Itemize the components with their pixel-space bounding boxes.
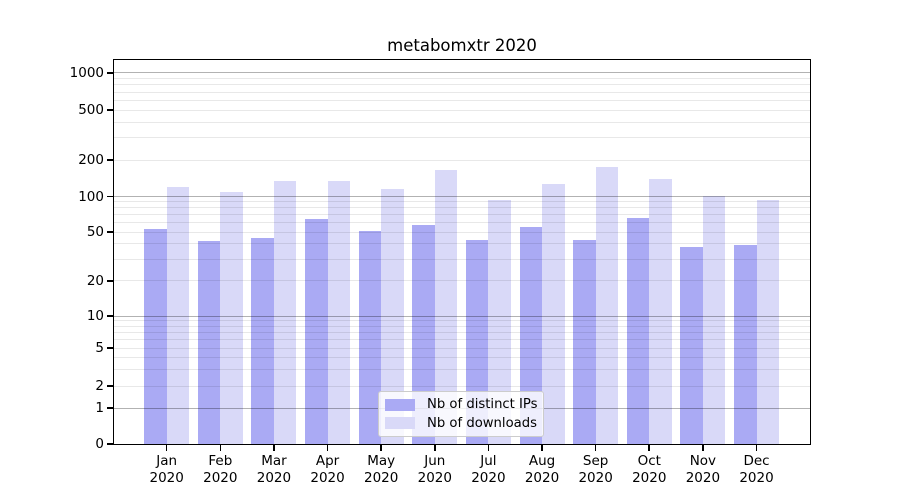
bar-nb-of-downloads-jan (166, 186, 190, 444)
y-tick-mark-5 (107, 347, 113, 349)
y-tick-mark-2 (107, 385, 113, 387)
x-tick-label-aug: Aug 2020 (524, 453, 560, 486)
y-tick-label-200: 200 (78, 152, 104, 168)
y-tick-label-100: 100 (78, 188, 104, 205)
y-tick-mark-200 (107, 159, 113, 161)
legend-item-distinct-ips: Nb of distinct IPs (385, 397, 538, 413)
x-tick-mark-nov (702, 445, 704, 451)
y-tick-mark-10 (107, 315, 113, 317)
y-tick-label-500: 500 (78, 102, 104, 118)
bar-nb-of-downloads-apr (327, 180, 351, 444)
x-tick-mark-oct (648, 445, 651, 451)
x-tick-label-feb: Feb 2020 (203, 453, 238, 486)
bar-nb-of-distinct-ips-aug (519, 227, 543, 444)
bar-nb-of-distinct-ips-may (358, 231, 382, 444)
x-tick-label-may: May 2020 (363, 453, 399, 486)
x-tick-mark-jun (434, 445, 436, 451)
x-tick-label-jul: Jul 2020 (471, 453, 506, 486)
x-tick-label-nov: Nov 2020 (685, 453, 721, 486)
y-tick-mark-1 (107, 407, 113, 409)
y-tick-label-0: 0 (95, 436, 104, 452)
y-tick-mark-20 (107, 280, 113, 282)
y-tick-mark-0 (107, 443, 113, 445)
x-tick-label-jan: Jan 2020 (149, 453, 184, 486)
bar-nb-of-downloads-aug (542, 184, 565, 444)
bar-nb-of-downloads-sep (595, 166, 619, 444)
chart-title: metabomxtr 2020 (387, 36, 537, 55)
bar-nb-of-distinct-ips-jan (144, 229, 167, 444)
x-tick-mark-may (380, 445, 382, 451)
x-tick-mark-jul (487, 445, 490, 451)
bar-nb-of-downloads-jul (488, 200, 511, 444)
legend-swatch-downloads (385, 417, 415, 430)
bar-nb-of-downloads-mar (273, 181, 297, 444)
plot-area (113, 59, 811, 445)
bar-nb-of-downloads-dec (756, 200, 780, 444)
x-tick-mark-jan (165, 445, 168, 451)
legend-label-downloads: Nb of downloads (427, 415, 537, 431)
y-tick-mark-50 (107, 231, 113, 233)
legend: Nb of distinct IPs Nb of downloads (378, 391, 544, 437)
x-tick-label-mar: Mar 2020 (256, 453, 292, 486)
y-tick-label-1000: 1000 (69, 64, 104, 81)
x-tick-label-apr: Apr 2020 (310, 453, 345, 486)
bar-nb-of-distinct-ips-feb (197, 241, 221, 444)
legend-item-downloads: Nb of downloads (385, 416, 537, 431)
x-tick-mark-sep (594, 445, 597, 451)
bar-nb-of-downloads-jun (434, 170, 458, 444)
x-tick-label-sep: Sep 2020 (578, 453, 613, 486)
x-tick-mark-feb (219, 445, 222, 451)
bar-nb-of-downloads-oct (649, 179, 672, 444)
bar-nb-of-distinct-ips-jun (412, 225, 435, 444)
legend-label-distinct-ips: Nb of distinct IPs (427, 397, 538, 413)
bar-nb-of-distinct-ips-nov (680, 246, 703, 444)
bar-nb-of-downloads-nov (702, 195, 726, 444)
y-tick-label-50: 50 (86, 224, 104, 240)
x-tick-mark-aug (541, 445, 543, 451)
y-tick-label-20: 20 (86, 272, 104, 289)
y-tick-mark-500 (107, 109, 113, 111)
bar-nb-of-distinct-ips-apr (305, 218, 328, 444)
bar-nb-of-distinct-ips-oct (626, 217, 650, 444)
y-tick-label-10: 10 (86, 308, 104, 324)
y-tick-label-1: 1 (95, 400, 104, 416)
y-tick-mark-100 (107, 195, 113, 198)
y-tick-label-5: 5 (95, 340, 104, 356)
bar-nb-of-distinct-ips-mar (251, 237, 274, 444)
y-tick-mark-1000 (107, 72, 113, 74)
x-tick-mark-apr (326, 445, 329, 451)
legend-swatch-distinct-ips (385, 398, 415, 411)
bar-nb-of-downloads-may (381, 189, 404, 444)
x-tick-mark-mar (273, 445, 275, 451)
x-tick-label-jun: Jun 2020 (417, 453, 452, 486)
bars-layer (114, 60, 810, 444)
bar-nb-of-distinct-ips-sep (573, 240, 596, 444)
bar-nb-of-downloads-feb (220, 191, 243, 444)
x-tick-label-oct: Oct 2020 (632, 453, 667, 486)
x-tick-label-dec: Dec 2020 (739, 453, 774, 486)
x-tick-mark-dec (755, 445, 758, 451)
bar-nb-of-distinct-ips-dec (734, 245, 757, 444)
y-tick-label-2: 2 (95, 378, 104, 394)
